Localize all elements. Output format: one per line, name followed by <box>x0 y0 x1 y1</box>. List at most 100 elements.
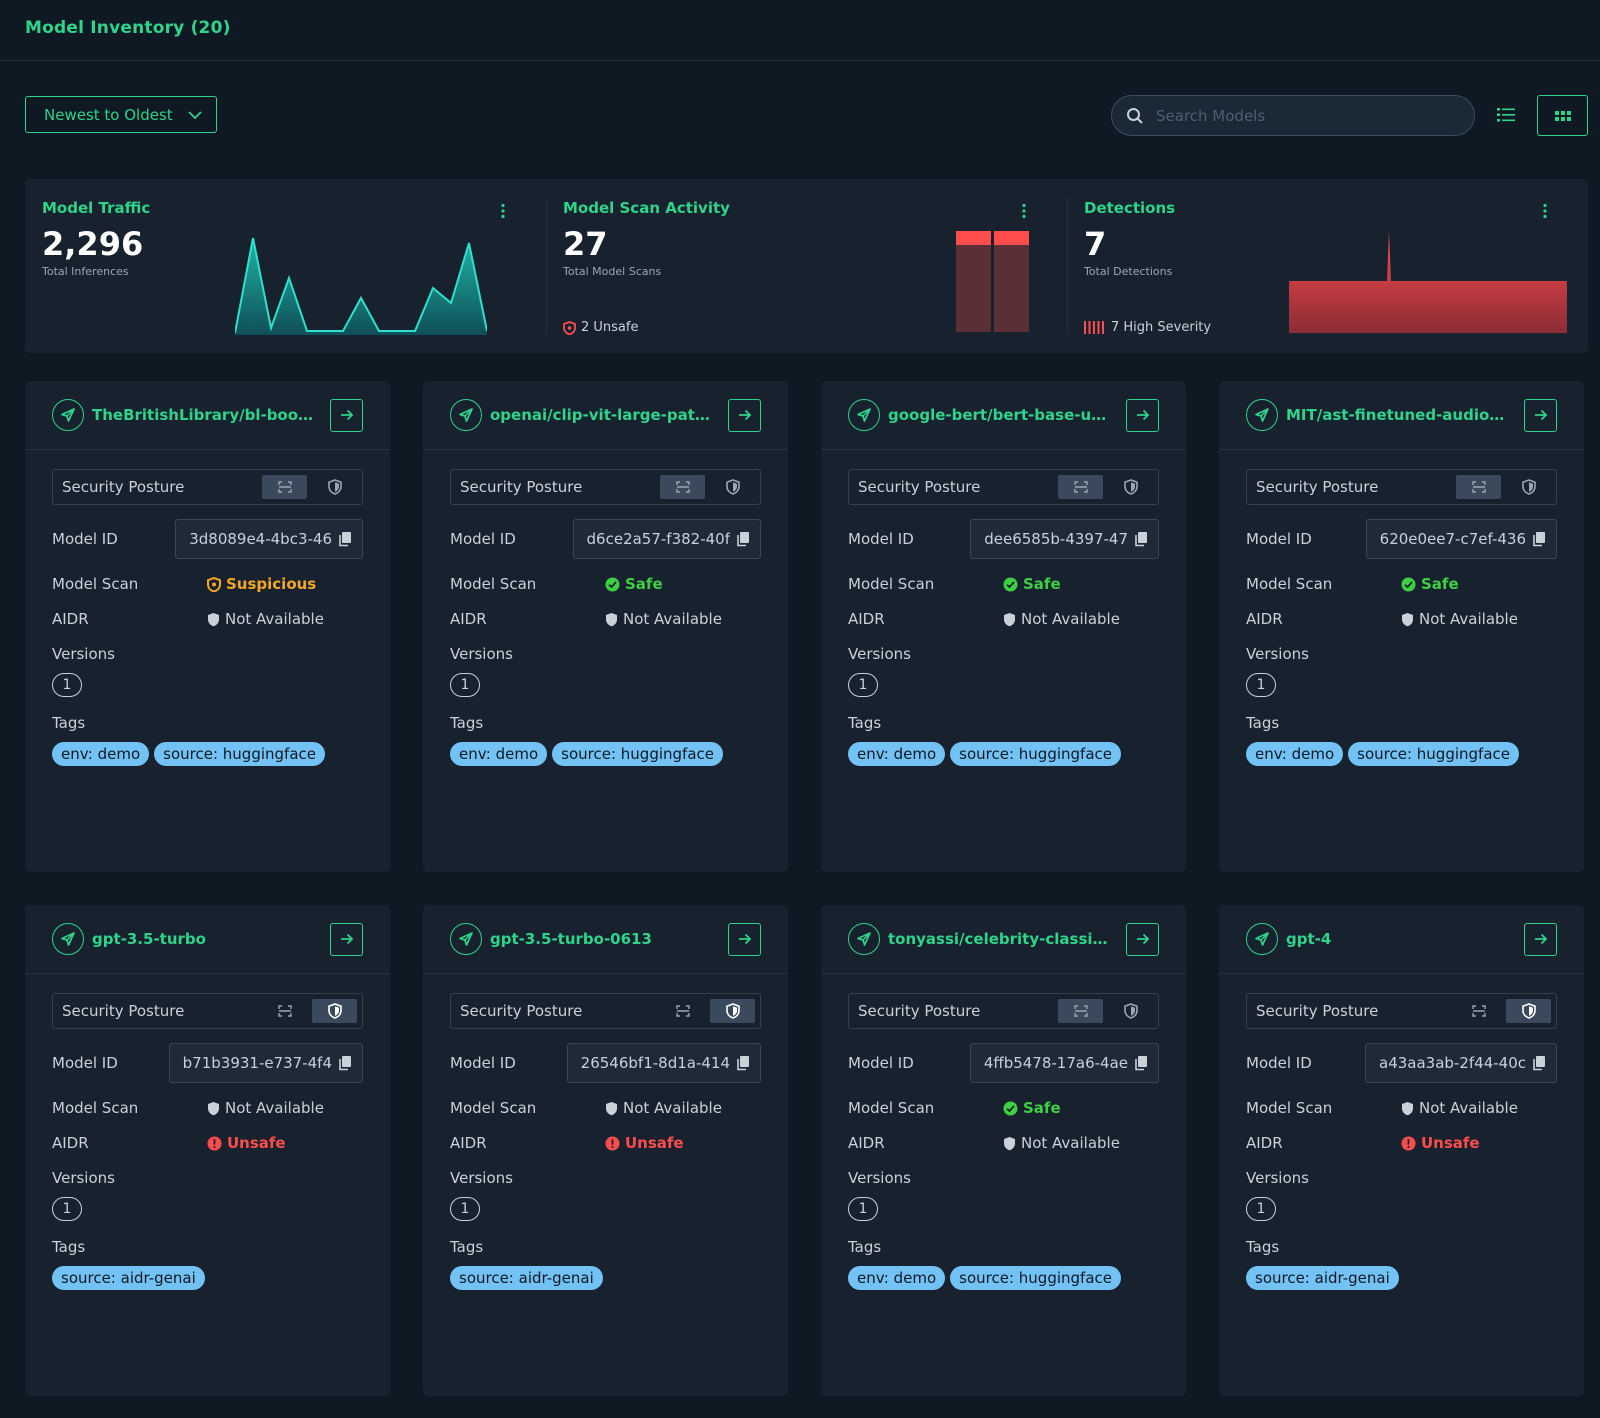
tag-chip[interactable]: source: huggingface <box>1348 742 1519 766</box>
model-id-field[interactable]: b71b3931-e737-4f4 <box>168 1043 363 1083</box>
more-menu-icon[interactable] <box>500 203 506 219</box>
tag-chip[interactable]: source: huggingface <box>552 742 723 766</box>
aidr-row: AIDR Not Available <box>848 1134 1159 1152</box>
model-scan-label: Model Scan <box>848 575 935 593</box>
arrow-right-icon <box>738 408 752 422</box>
tag-chip[interactable]: source: huggingface <box>950 742 1121 766</box>
open-model-button[interactable] <box>728 398 761 432</box>
tag-chip[interactable]: env: demo <box>848 1266 946 1290</box>
model-name[interactable]: MIT/ast-finetuned-audios... <box>1286 406 1511 424</box>
copy-icon[interactable] <box>736 531 750 547</box>
copy-icon[interactable] <box>338 1055 352 1071</box>
scan-view-toggle[interactable] <box>1058 475 1103 499</box>
versions-label: Versions <box>848 645 911 663</box>
shield-view-toggle[interactable] <box>1108 999 1153 1023</box>
version-badge[interactable]: 1 <box>450 1197 480 1221</box>
security-posture-toggle: Security Posture <box>52 993 363 1029</box>
search-input[interactable] <box>1156 106 1436 125</box>
shield-view-toggle[interactable] <box>710 475 755 499</box>
model-name[interactable]: openai/clip-vit-large-patc... <box>490 406 715 424</box>
version-badge[interactable]: 1 <box>1246 673 1276 697</box>
copy-icon[interactable] <box>1532 1055 1546 1071</box>
version-badge[interactable]: 1 <box>1246 1197 1276 1221</box>
scan-view-toggle[interactable] <box>660 475 705 499</box>
copy-icon[interactable] <box>736 1055 750 1071</box>
scan-icon <box>675 481 690 493</box>
copy-icon[interactable] <box>1134 1055 1148 1071</box>
scan-status-text: Safe <box>1421 575 1459 593</box>
model-scan-label: Model Scan <box>450 1099 537 1117</box>
more-menu-icon[interactable] <box>1021 203 1027 219</box>
more-menu-icon[interactable] <box>1542 203 1548 219</box>
model-name[interactable]: TheBritishLibrary/bl-book... <box>92 406 317 424</box>
open-model-button[interactable] <box>1126 922 1159 956</box>
open-model-button[interactable] <box>728 922 761 956</box>
tag-chip[interactable]: env: demo <box>52 742 150 766</box>
version-badge[interactable]: 1 <box>450 673 480 697</box>
model-name[interactable]: gpt-3.5-turbo <box>92 930 206 948</box>
detections-area-chart <box>1289 231 1567 333</box>
version-badge[interactable]: 1 <box>52 673 82 697</box>
copy-icon[interactable] <box>1134 531 1148 547</box>
model-id-field[interactable]: 620e0ee7-c7ef-436 <box>1365 519 1557 559</box>
security-posture-label: Security Posture <box>858 1002 981 1020</box>
tag-chip[interactable]: source: aidr-genai <box>52 1266 205 1290</box>
open-model-button[interactable] <box>1524 922 1557 956</box>
security-posture-toggle: Security Posture <box>1246 993 1557 1029</box>
card-header: google-bert/bert-base-un... <box>821 381 1186 450</box>
open-model-button[interactable] <box>1524 398 1557 432</box>
model-name[interactable]: gpt-4 <box>1286 930 1332 948</box>
search-box[interactable] <box>1111 95 1475 136</box>
model-id-field[interactable]: a43aa3ab-2f44-40c <box>1365 1043 1557 1083</box>
model-id-row: Model ID dee6585b-4397-47 <box>848 519 1159 559</box>
model-name[interactable]: gpt-3.5-turbo-0613 <box>490 930 652 948</box>
model-scan-label: Model Scan <box>52 575 139 593</box>
model-id-field[interactable]: dee6585b-4397-47 <box>970 519 1159 559</box>
version-badge[interactable]: 1 <box>52 1197 82 1221</box>
shield-view-toggle[interactable] <box>710 999 755 1023</box>
version-badge[interactable]: 1 <box>848 1197 878 1221</box>
tag-chip[interactable]: env: demo <box>450 742 548 766</box>
open-model-button[interactable] <box>330 922 363 956</box>
aidr-status-text: Not Available <box>1419 610 1518 628</box>
version-badge[interactable]: 1 <box>848 673 878 697</box>
shield-view-toggle[interactable] <box>312 999 357 1023</box>
scan-icon <box>277 1005 292 1017</box>
tag-chip[interactable]: source: aidr-genai <box>450 1266 603 1290</box>
sort-dropdown[interactable]: Newest to Oldest <box>25 96 217 133</box>
scan-view-toggle[interactable] <box>1456 475 1501 499</box>
tag-chip[interactable]: env: demo <box>848 742 946 766</box>
open-model-button[interactable] <box>330 398 363 432</box>
shield-view-toggle[interactable] <box>1506 475 1551 499</box>
scan-view-toggle[interactable] <box>262 475 307 499</box>
scan-view-toggle[interactable] <box>660 999 705 1023</box>
model-id-field[interactable]: 26546bf1-8d1a-414 <box>566 1043 761 1083</box>
scan-view-toggle[interactable] <box>262 999 307 1023</box>
model-scan-label: Model Scan <box>1246 1099 1333 1117</box>
shield-view-toggle[interactable] <box>312 475 357 499</box>
tag-chip[interactable]: env: demo <box>1246 742 1344 766</box>
tag-chip[interactable]: source: huggingface <box>950 1266 1121 1290</box>
open-model-button[interactable] <box>1126 398 1159 432</box>
model-name[interactable]: google-bert/bert-base-un... <box>888 406 1113 424</box>
tag-chip[interactable]: source: huggingface <box>154 742 325 766</box>
scan-view-toggle[interactable] <box>1058 999 1103 1023</box>
copy-icon[interactable] <box>1532 531 1546 547</box>
grid-view-button[interactable] <box>1537 95 1588 136</box>
model-name[interactable]: tonyassi/celebrity-classifi... <box>888 930 1113 948</box>
tags-label: Tags <box>52 714 86 732</box>
alert-circle-icon <box>1401 1136 1416 1151</box>
shield-view-toggle[interactable] <box>1506 999 1551 1023</box>
tag-chip[interactable]: source: aidr-genai <box>1246 1266 1399 1290</box>
scan-icon <box>1471 481 1486 493</box>
scan-status-text: Safe <box>1023 575 1061 593</box>
model-scan-label: Model Scan <box>450 575 537 593</box>
model-id-field[interactable]: 4ffb5478-17a6-4ae <box>969 1043 1159 1083</box>
tags-label: Tags <box>450 714 484 732</box>
shield-view-toggle[interactable] <box>1108 475 1153 499</box>
copy-icon[interactable] <box>338 531 352 547</box>
list-view-button[interactable] <box>1491 100 1521 130</box>
model-id-field[interactable]: 3d8089e4-4bc3-46 <box>175 519 363 559</box>
scan-view-toggle[interactable] <box>1456 999 1501 1023</box>
model-id-field[interactable]: d6ce2a57-f382-40f <box>572 519 761 559</box>
